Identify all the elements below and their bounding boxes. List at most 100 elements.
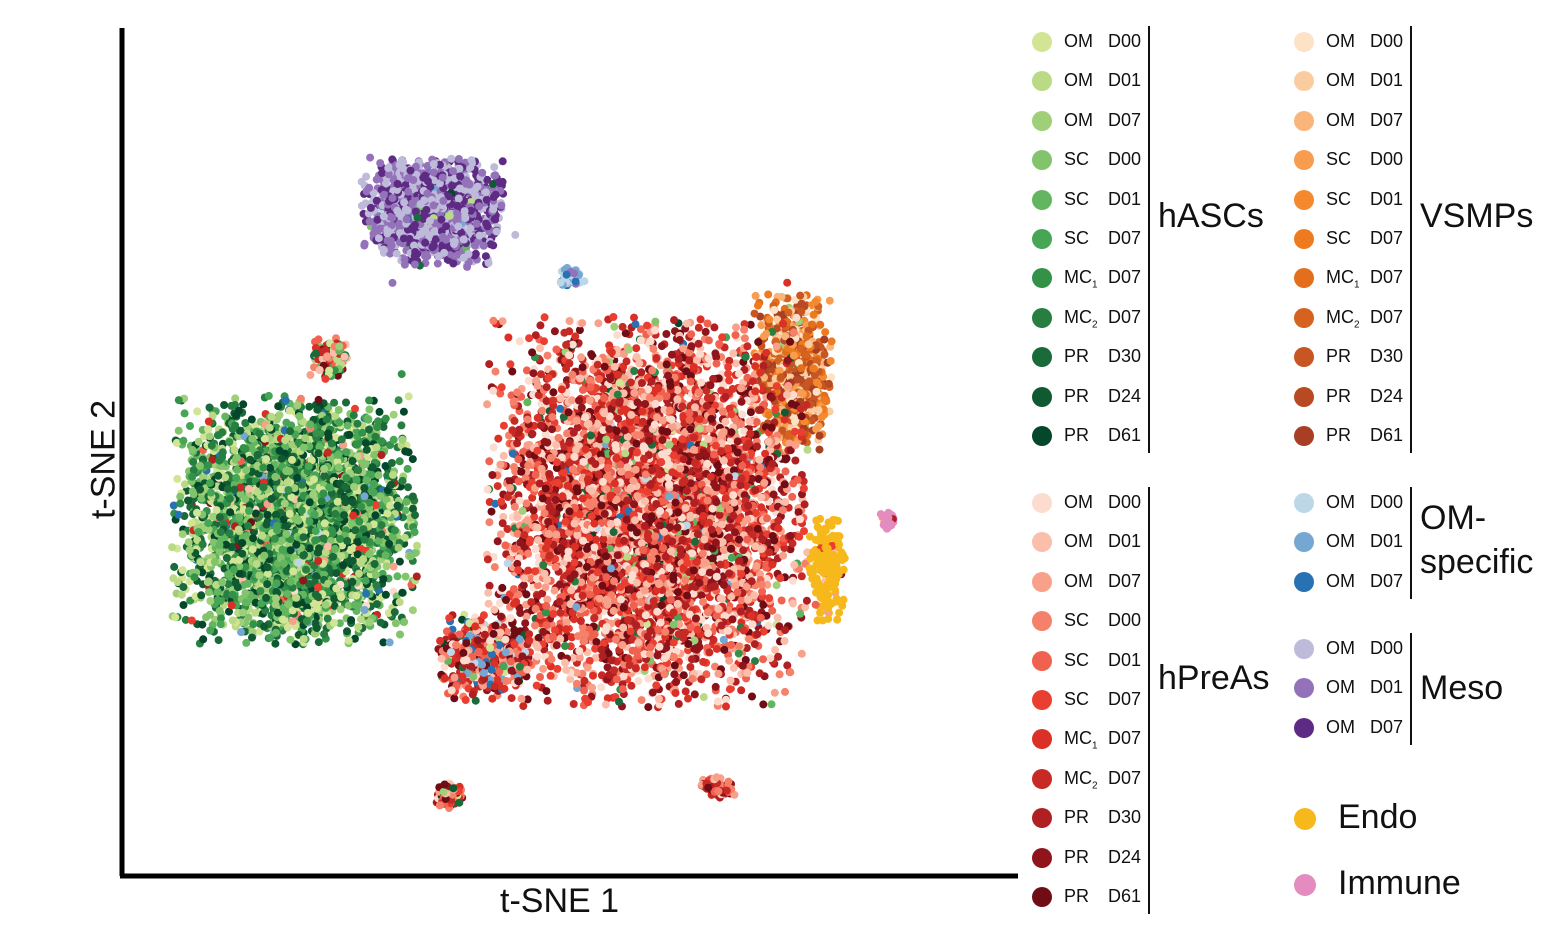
- scatter-point: [791, 456, 800, 465]
- scatter-point: [434, 252, 443, 261]
- scatter-point: [487, 507, 496, 516]
- scatter-point: [412, 249, 421, 258]
- scatter-point: [713, 697, 722, 706]
- scatter-point: [729, 663, 738, 672]
- scatter-point: [489, 241, 498, 250]
- scatter-point: [423, 189, 432, 198]
- scatter-point: [531, 621, 539, 630]
- scatter-point: [820, 350, 829, 359]
- scatter-point: [450, 240, 458, 248]
- scatter-point: [388, 155, 397, 164]
- scatter-point: [824, 379, 833, 388]
- scatter-point: [467, 156, 476, 165]
- scatter-point: [475, 202, 484, 211]
- scatter-point: [491, 367, 500, 376]
- scatter-point: [421, 238, 430, 247]
- scatter-point: [821, 328, 830, 337]
- scatter-point: [416, 200, 425, 209]
- scatter-point: [374, 234, 383, 243]
- scatter-point: [810, 364, 818, 373]
- scatter-point: [438, 173, 447, 182]
- scatter-point: [775, 670, 784, 679]
- scatter-point: [384, 227, 393, 236]
- scatter-point: [651, 317, 660, 326]
- scatter-point: [410, 260, 419, 269]
- scatter-point: [366, 153, 375, 162]
- scatter-point: [433, 259, 442, 268]
- scatter-point: [393, 180, 402, 188]
- scatter-point: [453, 201, 462, 210]
- scatter-point: [811, 297, 820, 306]
- scatter-point: [392, 249, 401, 258]
- scatter-point: [797, 299, 806, 308]
- scatter-point: [422, 205, 431, 214]
- scatter-point: [399, 234, 408, 243]
- scatter-point: [789, 351, 798, 360]
- scatter-point: [552, 345, 561, 354]
- scatter-point: [780, 415, 789, 424]
- scatter-point: [360, 239, 369, 248]
- scatter-point: [804, 340, 813, 349]
- scatter-point: [499, 451, 508, 460]
- scatter-point: [375, 224, 384, 233]
- scatter-point: [777, 292, 786, 301]
- scatter-point: [597, 683, 606, 692]
- scatter-point: [489, 386, 498, 395]
- scatter-point: [459, 235, 468, 244]
- scatter-point: [439, 196, 448, 205]
- scatter-point: [448, 181, 457, 190]
- scatter-point: [619, 672, 628, 681]
- scatter-point: [399, 164, 408, 173]
- scatter-point: [464, 250, 473, 258]
- scatter-point: [473, 182, 482, 191]
- scatter-point: [791, 417, 799, 426]
- scatter-point: [490, 171, 499, 180]
- scatter-point: [796, 388, 805, 397]
- scatter-point: [454, 155, 463, 163]
- scatter-point: [519, 581, 528, 590]
- scatter-point: [460, 207, 469, 216]
- scatter-point: [465, 180, 474, 189]
- scatter-point: [388, 278, 397, 287]
- scatter-point: [379, 190, 388, 199]
- scatter-point: [482, 195, 491, 204]
- scatter-point: [662, 330, 671, 338]
- scatter-point: [670, 670, 679, 679]
- scatter-point: [404, 187, 413, 196]
- scatter-point: [425, 216, 434, 225]
- scatter-point: [408, 199, 417, 208]
- scatter-point: [740, 334, 749, 343]
- scatter-point: [630, 313, 638, 322]
- scatter-point: [496, 530, 505, 539]
- scatter-point: [802, 332, 811, 341]
- scatter-point: [796, 344, 805, 353]
- scatter-point: [727, 553, 736, 562]
- scatter-point: [770, 306, 779, 314]
- scatter-point: [498, 157, 507, 166]
- scatter-point: [565, 327, 574, 336]
- scatter-point: [490, 163, 499, 172]
- scatter-point: [783, 278, 792, 287]
- scatter-point: [767, 700, 776, 709]
- scatter-point: [815, 431, 824, 440]
- scatter-point: [461, 214, 470, 222]
- scatter-point: [754, 301, 762, 310]
- scatter-point: [797, 412, 806, 421]
- scatter-point: [820, 396, 829, 404]
- scatter-point: [411, 220, 419, 229]
- scatter-point: [481, 252, 490, 261]
- scatter-point: [386, 236, 395, 245]
- scatter-point: [539, 664, 548, 673]
- scatter-point: [409, 176, 418, 184]
- scatter-point: [463, 262, 472, 271]
- scatter-point: [827, 373, 836, 382]
- scatter-point: [490, 605, 499, 614]
- scatter-point: [772, 342, 781, 351]
- scatter-point: [751, 362, 760, 371]
- scatter-point: [784, 308, 793, 317]
- scatter-point: [812, 387, 821, 396]
- scatter-point: [674, 699, 683, 708]
- scatter-point: [481, 188, 490, 197]
- scatter-point: [764, 290, 773, 299]
- scatter-point: [483, 222, 492, 231]
